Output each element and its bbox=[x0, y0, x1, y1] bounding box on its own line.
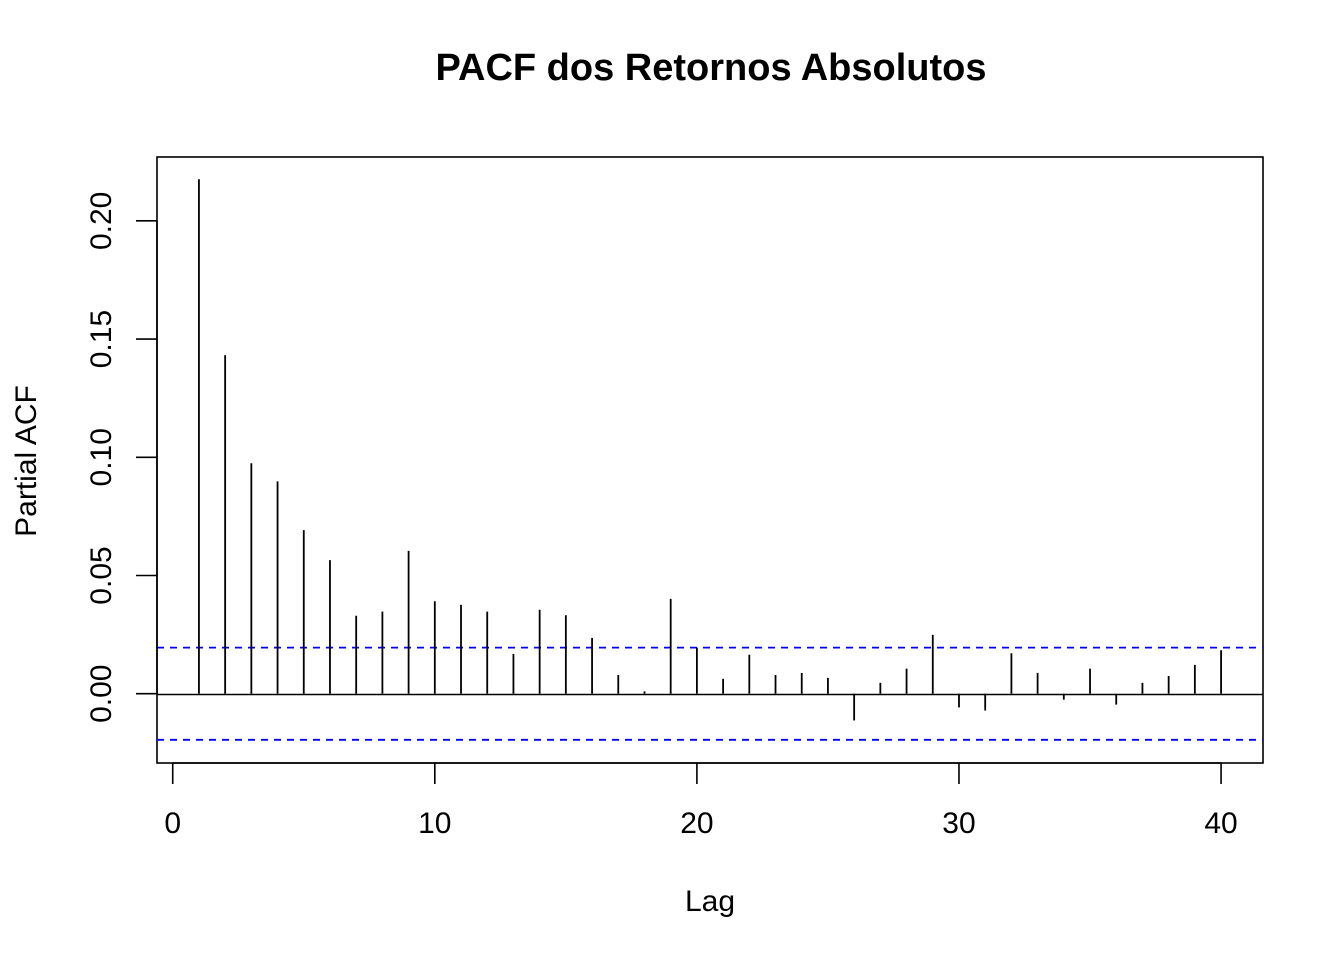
plot-frame bbox=[156, 156, 1264, 764]
x-tick-label: 10 bbox=[418, 807, 451, 840]
y-tick-label: 0.10 bbox=[85, 428, 118, 486]
chart-title: PACF dos Retornos Absolutos bbox=[436, 47, 987, 89]
y-tick-label: 0.05 bbox=[85, 546, 118, 604]
x-axis-label: Lag bbox=[685, 885, 735, 918]
x-tick-label: 40 bbox=[1204, 807, 1237, 840]
x-tick-label: 20 bbox=[680, 807, 713, 840]
x-tick-label: 30 bbox=[942, 807, 975, 840]
x-tick-label: 0 bbox=[164, 807, 181, 840]
y-tick-label: 0.20 bbox=[85, 192, 118, 250]
y-axis-label: Partial ACF bbox=[10, 385, 43, 537]
y-tick-label: 0.15 bbox=[85, 310, 118, 368]
y-tick-label: 0.00 bbox=[85, 665, 118, 723]
